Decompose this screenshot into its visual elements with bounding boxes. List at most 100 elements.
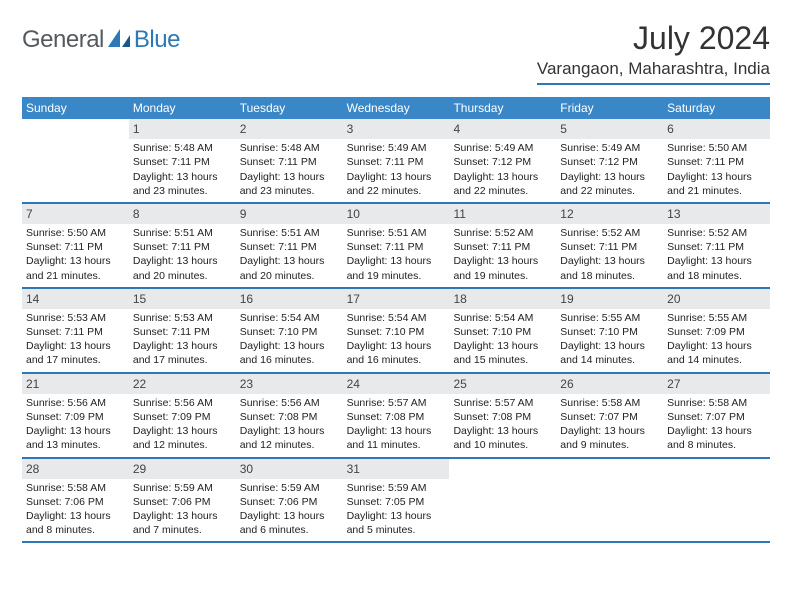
- sunrise-line: Sunrise: 5:49 AM: [453, 141, 552, 155]
- daylight-line: Daylight: 13 hours and 18 minutes.: [667, 254, 766, 282]
- location-text: Varangaon, Maharashtra, India: [537, 59, 770, 85]
- day-number: 28: [22, 459, 129, 479]
- day-cell: 15Sunrise: 5:53 AMSunset: 7:11 PMDayligh…: [129, 289, 236, 372]
- sunrise-line: Sunrise: 5:59 AM: [347, 481, 446, 495]
- day-cell: 31Sunrise: 5:59 AMSunset: 7:05 PMDayligh…: [343, 459, 450, 542]
- day-cell: 19Sunrise: 5:55 AMSunset: 7:10 PMDayligh…: [556, 289, 663, 372]
- sunset-line: Sunset: 7:11 PM: [347, 155, 446, 169]
- sunset-line: Sunset: 7:11 PM: [26, 325, 125, 339]
- sunrise-line: Sunrise: 5:55 AM: [560, 311, 659, 325]
- daylight-line: Daylight: 13 hours and 16 minutes.: [240, 339, 339, 367]
- day-cell: 8Sunrise: 5:51 AMSunset: 7:11 PMDaylight…: [129, 204, 236, 287]
- daylight-line: Daylight: 13 hours and 19 minutes.: [453, 254, 552, 282]
- sunrise-line: Sunrise: 5:58 AM: [26, 481, 125, 495]
- day-header: Tuesday: [236, 97, 343, 119]
- daylight-line: Daylight: 13 hours and 8 minutes.: [667, 424, 766, 452]
- logo: General Blue: [22, 20, 180, 54]
- day-cell: 21 Sunrise: 5:56 AMSunset: 7:09 PMDayligh…: [22, 374, 129, 457]
- day-body: Sunrise: 5:51 AMSunset: 7:11 PMDaylight:…: [129, 224, 236, 287]
- sunset-line: Sunset: 7:11 PM: [453, 240, 552, 254]
- day-number: 7: [22, 204, 129, 224]
- day-number: 13: [663, 204, 770, 224]
- day-cell: 2Sunrise: 5:48 AMSunset: 7:11 PMDaylight…: [236, 119, 343, 202]
- day-cell: 7Sunrise: 5:50 AMSunset: 7:11 PMDaylight…: [22, 204, 129, 287]
- daylight-line: Daylight: 13 hours and 10 minutes.: [453, 424, 552, 452]
- day-body: Sunrise: 5:48 AMSunset: 7:11 PMDaylight:…: [236, 139, 343, 202]
- day-header: Sunday: [22, 97, 129, 119]
- sunrise-line: Sunrise: 5:52 AM: [667, 226, 766, 240]
- day-cell: .: [556, 459, 663, 542]
- sunset-line: Sunset: 7:12 PM: [560, 155, 659, 169]
- day-number: 11: [449, 204, 556, 224]
- daylight-line: Daylight: 13 hours and 19 minutes.: [347, 254, 446, 282]
- week-row: 28Sunrise: 5:58 AMSunset: 7:06 PMDayligh…: [22, 459, 770, 544]
- sunrise-line: Sunrise: 5:54 AM: [453, 311, 552, 325]
- day-cell: 27Sunrise: 5:58 AMSunset: 7:07 PMDayligh…: [663, 374, 770, 457]
- day-cell: 20Sunrise: 5:55 AMSunset: 7:09 PMDayligh…: [663, 289, 770, 372]
- day-number: 12: [556, 204, 663, 224]
- day-number: 1: [129, 119, 236, 139]
- sunset-line: Sunset: 7:11 PM: [240, 240, 339, 254]
- sunset-line: Sunset: 7:10 PM: [560, 325, 659, 339]
- sunrise-line: Sunrise: 5:53 AM: [26, 311, 125, 325]
- daylight-line: Daylight: 13 hours and 14 minutes.: [667, 339, 766, 367]
- day-number: 29: [129, 459, 236, 479]
- day-cell: .: [663, 459, 770, 542]
- day-cell: 17Sunrise: 5:54 AMSunset: 7:10 PMDayligh…: [343, 289, 450, 372]
- sunset-line: Sunset: 7:08 PM: [240, 410, 339, 424]
- day-number: 26: [556, 374, 663, 394]
- day-body: Sunrise: 5:57 AMSunset: 7:08 PMDaylight:…: [449, 394, 556, 457]
- sunset-line: Sunset: 7:07 PM: [667, 410, 766, 424]
- day-body: Sunrise: 5:49 AMSunset: 7:12 PMDaylight:…: [556, 139, 663, 202]
- sunrise-line: Sunrise: 5:58 AM: [560, 396, 659, 410]
- daylight-line: Daylight: 13 hours and 7 minutes.: [133, 509, 232, 537]
- sunrise-line: Sunrise: 5:51 AM: [133, 226, 232, 240]
- day-body: Sunrise: 5:56 AMSunset: 7:08 PMDaylight:…: [236, 394, 343, 457]
- day-number: 22: [129, 374, 236, 394]
- sunrise-line: Sunrise: 5:54 AM: [347, 311, 446, 325]
- day-number: 14: [22, 289, 129, 309]
- day-number: 10: [343, 204, 450, 224]
- sunrise-line: Sunrise: 5:59 AM: [133, 481, 232, 495]
- title-block: July 2024 Varangaon, Maharashtra, India: [537, 20, 770, 85]
- sunrise-line: Sunrise: 5:53 AM: [133, 311, 232, 325]
- daylight-line: Daylight: 13 hours and 21 minutes.: [26, 254, 125, 282]
- daylight-line: Daylight: 13 hours and 21 minutes.: [667, 170, 766, 198]
- sunset-line: Sunset: 7:11 PM: [560, 240, 659, 254]
- day-cell: 28Sunrise: 5:58 AMSunset: 7:06 PMDayligh…: [22, 459, 129, 542]
- daylight-line: Daylight: 13 hours and 22 minutes.: [453, 170, 552, 198]
- daylight-line: Daylight: 13 hours and 8 minutes.: [26, 509, 125, 537]
- sunrise-line: Sunrise: 5:48 AM: [133, 141, 232, 155]
- daylight-line: Daylight: 13 hours and 6 minutes.: [240, 509, 339, 537]
- sunrise-line: Sunrise: 5:52 AM: [453, 226, 552, 240]
- day-header-row: SundayMondayTuesdayWednesdayThursdayFrid…: [22, 97, 770, 119]
- day-cell: 18Sunrise: 5:54 AMSunset: 7:10 PMDayligh…: [449, 289, 556, 372]
- sunset-line: Sunset: 7:05 PM: [347, 495, 446, 509]
- sunset-line: Sunset: 7:11 PM: [667, 155, 766, 169]
- sunset-line: Sunset: 7:09 PM: [26, 410, 125, 424]
- sunrise-line: Sunrise: 5:56 AM: [26, 396, 125, 410]
- day-number: 21: [22, 374, 129, 394]
- day-cell: 12 Sunrise: 5:52 AMSunset: 7:11 PMDayligh…: [556, 204, 663, 287]
- day-body: Sunrise: 5:50 AMSunset: 7:11 PMDaylight:…: [22, 224, 129, 287]
- sunrise-line: Sunrise: 5:49 AM: [347, 141, 446, 155]
- sunrise-line: Sunrise: 5:51 AM: [240, 226, 339, 240]
- sunset-line: Sunset: 7:07 PM: [560, 410, 659, 424]
- daylight-line: Daylight: 13 hours and 18 minutes.: [560, 254, 659, 282]
- day-body: Sunrise: 5:54 AMSunset: 7:10 PMDaylight:…: [343, 309, 450, 372]
- day-cell: 11 Sunrise: 5:52 AMSunset: 7:11 PMDayligh…: [449, 204, 556, 287]
- day-number: 25: [449, 374, 556, 394]
- weeks-container: .1Sunrise: 5:48 AMSunset: 7:11 PMDayligh…: [22, 119, 770, 543]
- week-row: 7Sunrise: 5:50 AMSunset: 7:11 PMDaylight…: [22, 204, 770, 289]
- sunset-line: Sunset: 7:11 PM: [667, 240, 766, 254]
- sunset-line: Sunset: 7:06 PM: [240, 495, 339, 509]
- sunrise-line: Sunrise: 5:52 AM: [560, 226, 659, 240]
- daylight-line: Daylight: 13 hours and 12 minutes.: [133, 424, 232, 452]
- day-header: Wednesday: [343, 97, 450, 119]
- day-number: 17: [343, 289, 450, 309]
- sunrise-line: Sunrise: 5:48 AM: [240, 141, 339, 155]
- day-header: Saturday: [663, 97, 770, 119]
- daylight-line: Daylight: 13 hours and 13 minutes.: [26, 424, 125, 452]
- day-number: 30: [236, 459, 343, 479]
- day-cell: 4Sunrise: 5:49 AMSunset: 7:12 PMDaylight…: [449, 119, 556, 202]
